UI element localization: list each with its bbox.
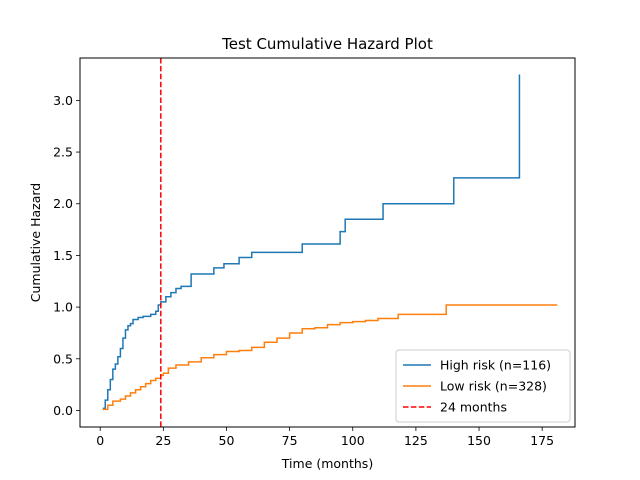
y-tick-label: 2.0 (53, 196, 73, 211)
y-tick-label: 0.5 (53, 351, 73, 366)
x-tick-label: 150 (467, 433, 491, 448)
x-tick-label: 75 (282, 433, 298, 448)
x-tick-label: 0 (96, 433, 104, 448)
y-tick-label: 0.0 (53, 403, 73, 418)
x-tick-label: 125 (404, 433, 428, 448)
series-line-0 (102, 74, 521, 410)
x-axis: 0 25 50 75 100 125 150 175 (96, 427, 554, 448)
legend-label-high-risk: High risk (n=116) (440, 358, 551, 373)
x-tick-label: 50 (219, 433, 235, 448)
plot-frame (79, 57, 576, 428)
x-tick-label: 175 (530, 433, 554, 448)
y-tick-label: 3.0 (53, 93, 73, 108)
y-axis-title: Cumulative Hazard (28, 183, 43, 302)
legend-label-low-risk: Low risk (n=328) (440, 379, 547, 394)
y-tick-label: 1.0 (53, 300, 73, 315)
legend-frame (395, 349, 571, 423)
legend-label-24-months: 24 months (440, 400, 507, 415)
y-axis: 0.0 0.5 1.0 1.5 2.0 2.5 3.0 (53, 93, 80, 418)
x-tick-label: 100 (341, 433, 365, 448)
x-axis-title: Time (months) (281, 456, 373, 471)
y-tick-label: 1.5 (53, 248, 73, 263)
legend: High risk (n=116) Low risk (n=328) 24 mo… (395, 349, 571, 423)
plot-area (79, 57, 576, 428)
y-tick-label: 2.5 (53, 145, 73, 160)
series-layer (102, 74, 558, 411)
x-tick-label: 25 (155, 433, 171, 448)
chart-title: Test Cumulative Hazard Plot (221, 35, 433, 53)
series-line-1 (102, 304, 558, 411)
